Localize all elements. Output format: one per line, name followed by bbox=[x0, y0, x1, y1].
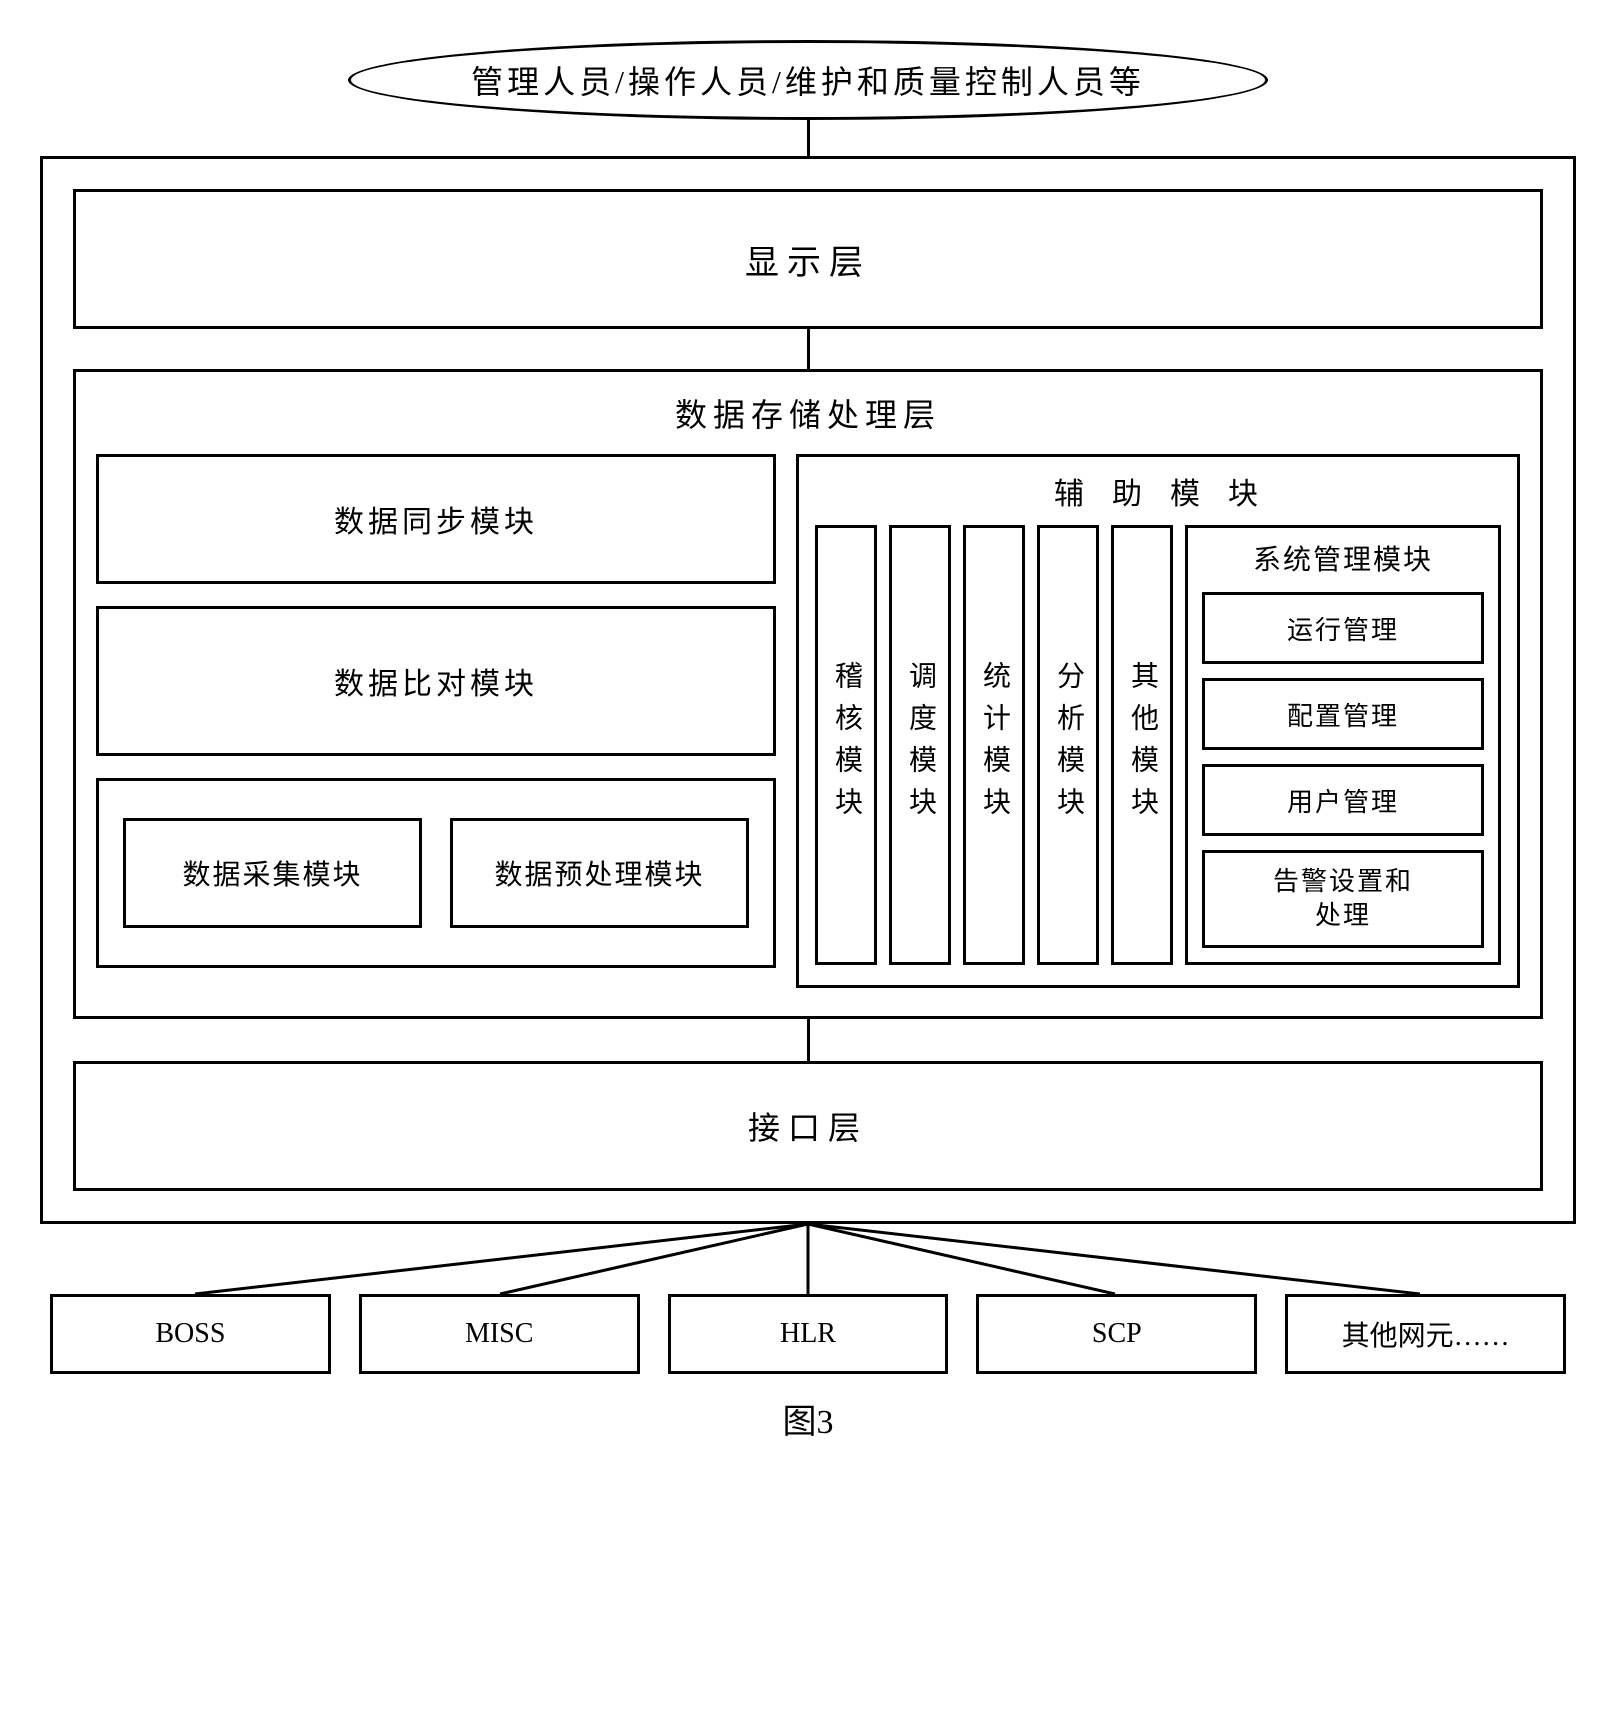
storage-layer-box: 数据存储处理层 数据同步模块 数据比对模块 数据采集模块 数据预处理模块 bbox=[73, 369, 1543, 1019]
fan-out-connectors bbox=[40, 1224, 1576, 1294]
user-mgmt-label: 用户管理 bbox=[1287, 782, 1399, 819]
interface-layer-label: 接口层 bbox=[748, 1103, 868, 1149]
collect-preprocess-group: 数据采集模块 数据预处理模块 bbox=[96, 778, 776, 968]
storage-layer-title: 数据存储处理层 bbox=[96, 390, 1520, 436]
run-mgmt-label: 运行管理 bbox=[1287, 610, 1399, 647]
users-label: 管理人员/操作人员/维护和质量控制人员等 bbox=[471, 57, 1145, 103]
data-preprocess-module: 数据预处理模块 bbox=[450, 818, 749, 928]
interface-layer-box: 接口层 bbox=[73, 1061, 1543, 1191]
statistics-module: 统计模块 bbox=[963, 525, 1025, 965]
display-layer-box: 显示层 bbox=[73, 189, 1543, 329]
config-mgmt-label: 配置管理 bbox=[1287, 696, 1399, 733]
storage-body: 数据同步模块 数据比对模块 数据采集模块 数据预处理模块 bbox=[96, 454, 1520, 988]
connector-mid2 bbox=[807, 1019, 810, 1061]
data-preprocess-label: 数据预处理模块 bbox=[494, 853, 704, 893]
architecture-diagram: 管理人员/操作人员/维护和质量控制人员等 显示层 数据存储处理层 数据同步模块 … bbox=[40, 40, 1576, 1443]
system-mgmt-module: 系统管理模块 运行管理 配置管理 用户管理 告警设置和处理 bbox=[1185, 525, 1501, 965]
ne-misc-label: MISC bbox=[465, 1318, 533, 1350]
aux-body: 稽核模块 调度模块 统计模块 分析模块 其他模块 bbox=[815, 525, 1501, 965]
ne-other-label: 其他网元…… bbox=[1342, 1314, 1510, 1354]
fan-svg bbox=[40, 1224, 1576, 1294]
system-outer-box: 显示层 数据存储处理层 数据同步模块 数据比对模块 数据采集模块 bbox=[40, 156, 1576, 1224]
audit-module: 稽核模块 bbox=[815, 525, 877, 965]
connector-mid1 bbox=[807, 329, 810, 369]
audit-label: 稽核模块 bbox=[826, 661, 866, 829]
analysis-label: 分析模块 bbox=[1048, 661, 1088, 829]
network-elements-row: BOSS MISC HLR SCP 其他网元…… bbox=[40, 1294, 1576, 1374]
run-mgmt: 运行管理 bbox=[1202, 592, 1484, 664]
data-collect-module: 数据采集模块 bbox=[123, 818, 422, 928]
left-column: 数据同步模块 数据比对模块 数据采集模块 数据预处理模块 bbox=[96, 454, 776, 988]
ne-boss: BOSS bbox=[50, 1294, 331, 1374]
ne-boss-label: BOSS bbox=[155, 1318, 225, 1350]
data-compare-label: 数据比对模块 bbox=[334, 659, 538, 703]
schedule-label: 调度模块 bbox=[900, 661, 940, 829]
users-ellipse: 管理人员/操作人员/维护和质量控制人员等 bbox=[348, 40, 1268, 120]
display-layer-label: 显示层 bbox=[745, 235, 871, 284]
sysmgmt-title: 系统管理模块 bbox=[1202, 538, 1484, 578]
ne-misc: MISC bbox=[359, 1294, 640, 1374]
ne-scp: SCP bbox=[976, 1294, 1257, 1374]
data-sync-label: 数据同步模块 bbox=[334, 497, 538, 541]
data-compare-module: 数据比对模块 bbox=[96, 606, 776, 756]
ne-hlr-label: HLR bbox=[780, 1318, 836, 1350]
ne-other: 其他网元…… bbox=[1285, 1294, 1566, 1374]
data-collect-label: 数据采集模块 bbox=[182, 853, 362, 893]
user-mgmt: 用户管理 bbox=[1202, 764, 1484, 836]
ne-hlr: HLR bbox=[668, 1294, 949, 1374]
data-sync-module: 数据同步模块 bbox=[96, 454, 776, 584]
ne-scp-label: SCP bbox=[1092, 1318, 1142, 1350]
alarm-mgmt-label: 告警设置和处理 bbox=[1273, 865, 1413, 933]
config-mgmt: 配置管理 bbox=[1202, 678, 1484, 750]
other-module: 其他模块 bbox=[1111, 525, 1173, 965]
connector-top bbox=[807, 120, 810, 156]
schedule-module: 调度模块 bbox=[889, 525, 951, 965]
alarm-mgmt: 告警设置和处理 bbox=[1202, 850, 1484, 948]
figure-label: 图3 bbox=[40, 1394, 1576, 1443]
aux-module-group: 辅助模块 稽核模块 调度模块 统计模块 分析模块 bbox=[796, 454, 1520, 988]
analysis-module: 分析模块 bbox=[1037, 525, 1099, 965]
aux-title: 辅助模块 bbox=[815, 469, 1501, 513]
statistics-label: 统计模块 bbox=[974, 661, 1014, 829]
other-label: 其他模块 bbox=[1122, 661, 1162, 829]
